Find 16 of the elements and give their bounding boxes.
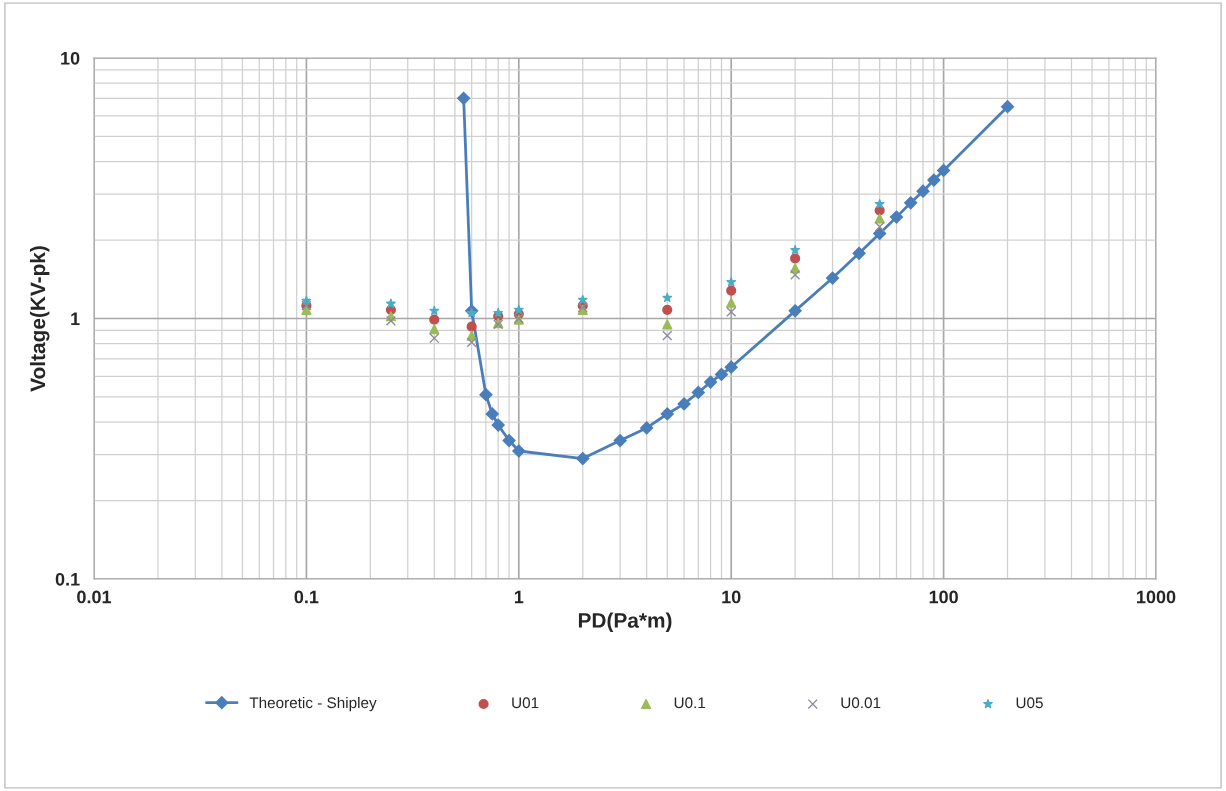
legend-label: Theoretic - Shipley xyxy=(249,696,377,712)
legend-label: U0.1 xyxy=(674,697,706,709)
x-tick-label: 0.1 xyxy=(294,590,319,604)
legend-label: U0.01 xyxy=(841,697,881,709)
legend-label: U05 xyxy=(1016,697,1043,709)
y-tick-label: 10 xyxy=(61,51,80,65)
x-axis-title: PD(Pa*m) xyxy=(578,612,672,632)
x-tick-label: 1000 xyxy=(1137,590,1176,604)
legend-label: U01 xyxy=(512,697,539,709)
x-tick-label: 100 xyxy=(929,590,958,604)
x-tick-label: 1 xyxy=(514,590,524,604)
y-axis-title: Voltage(KV-pk) xyxy=(29,246,50,392)
x-tick-label: 10 xyxy=(722,590,741,604)
y-tick-label: 1 xyxy=(71,312,80,326)
y-tick-label: 0.1 xyxy=(55,572,80,586)
x-tick-label: 0.01 xyxy=(77,590,112,604)
